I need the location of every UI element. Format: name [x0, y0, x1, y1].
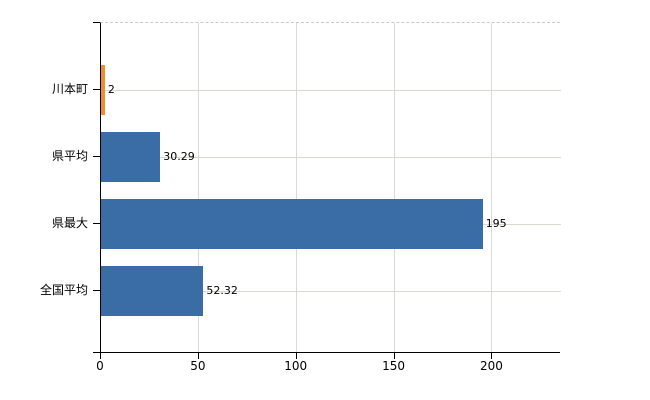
x-axis-label-150: 150	[382, 359, 406, 373]
bar-value-label-2: 195	[485, 216, 507, 230]
category-label-2: 県最大	[51, 215, 88, 230]
vertical-gridline-100	[295, 23, 297, 353]
plot-area: 2 30.29 195 52.32	[100, 22, 561, 353]
category-label-0: 川本町	[51, 81, 88, 96]
x-axis-tick-100	[295, 353, 297, 359]
category-label-3: 全国平均	[39, 282, 88, 297]
y-axis-tick-0	[93, 88, 100, 90]
x-axis-tick-150	[393, 353, 395, 359]
bar-3	[101, 265, 204, 316]
category-label-1: 県平均	[51, 148, 88, 163]
bar-value-label-3: 52.32	[206, 283, 238, 297]
horizontal-gridline-0	[101, 89, 561, 91]
horizontal-gridline-1	[101, 156, 561, 158]
bar-1	[101, 131, 161, 182]
x-axis-line	[93, 352, 560, 353]
y-axis-tick-3	[93, 289, 100, 291]
y-axis-tick-top	[93, 22, 100, 23]
vertical-gridline-50	[197, 23, 199, 353]
bar-value-label-1: 30.29	[163, 149, 195, 163]
vertical-gridline-150	[393, 23, 395, 353]
bar-value-label-0: 2	[107, 82, 115, 96]
bar-2	[101, 198, 483, 249]
x-axis-tick-200	[491, 353, 493, 359]
y-axis-tick-1	[93, 155, 100, 157]
x-axis-label-100: 100	[284, 359, 308, 373]
y-axis-tick-2	[93, 222, 100, 224]
x-axis-label-0: 0	[96, 359, 104, 373]
vertical-gridline-200	[491, 23, 493, 353]
bar-0	[101, 64, 105, 115]
x-axis-tick-50	[197, 353, 199, 359]
x-axis-label-50: 50	[190, 359, 206, 373]
x-axis-label-200: 200	[480, 359, 503, 373]
x-axis-tick-0	[100, 353, 101, 359]
horizontal-gridline-3	[101, 290, 561, 292]
